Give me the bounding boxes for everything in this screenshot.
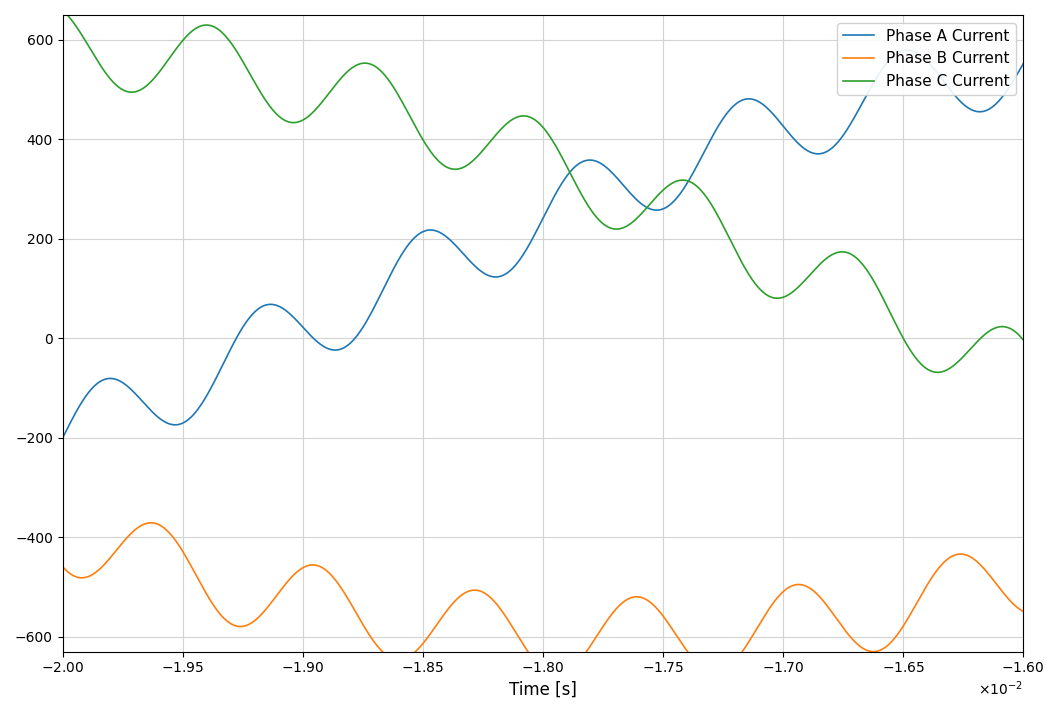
Phase B Current xyxy=(144,518,157,527)
Phase A Current xyxy=(56,433,69,442)
Phase C Current xyxy=(633,212,646,221)
Phase A Current xyxy=(1017,59,1029,68)
Line: Phase C Current: Phase C Current xyxy=(63,11,1023,372)
Phase C Current xyxy=(1017,336,1029,344)
Phase B Current xyxy=(1017,607,1029,615)
Phase B Current xyxy=(550,671,563,680)
Phase B Current xyxy=(774,590,787,599)
Phase B Current xyxy=(231,622,244,630)
Phase B Current xyxy=(682,648,694,656)
Phase A Current xyxy=(423,226,436,234)
Phase C Current xyxy=(56,6,69,15)
X-axis label: Time [s]: Time [s] xyxy=(509,681,577,699)
Phase C Current xyxy=(931,368,943,376)
Phase C Current xyxy=(681,176,693,185)
Phase C Current xyxy=(423,146,436,155)
Phase B Current xyxy=(424,630,437,639)
Phase B Current xyxy=(633,593,646,601)
Phase C Current xyxy=(231,48,244,56)
Phase B Current xyxy=(847,635,860,644)
Phase A Current xyxy=(681,178,693,187)
Phase A Current xyxy=(901,46,914,54)
Phase C Current xyxy=(846,251,859,259)
Phase A Current xyxy=(773,117,785,126)
Legend: Phase A Current, Phase B Current, Phase C Current: Phase A Current, Phase B Current, Phase … xyxy=(837,23,1015,95)
Phase C Current xyxy=(773,294,785,303)
Line: Phase A Current: Phase A Current xyxy=(63,50,1023,438)
Phase A Current xyxy=(633,197,646,206)
Line: Phase B Current: Phase B Current xyxy=(63,523,1023,675)
Phase A Current xyxy=(231,333,244,341)
Phase A Current xyxy=(846,116,859,125)
Phase B Current xyxy=(56,563,69,571)
